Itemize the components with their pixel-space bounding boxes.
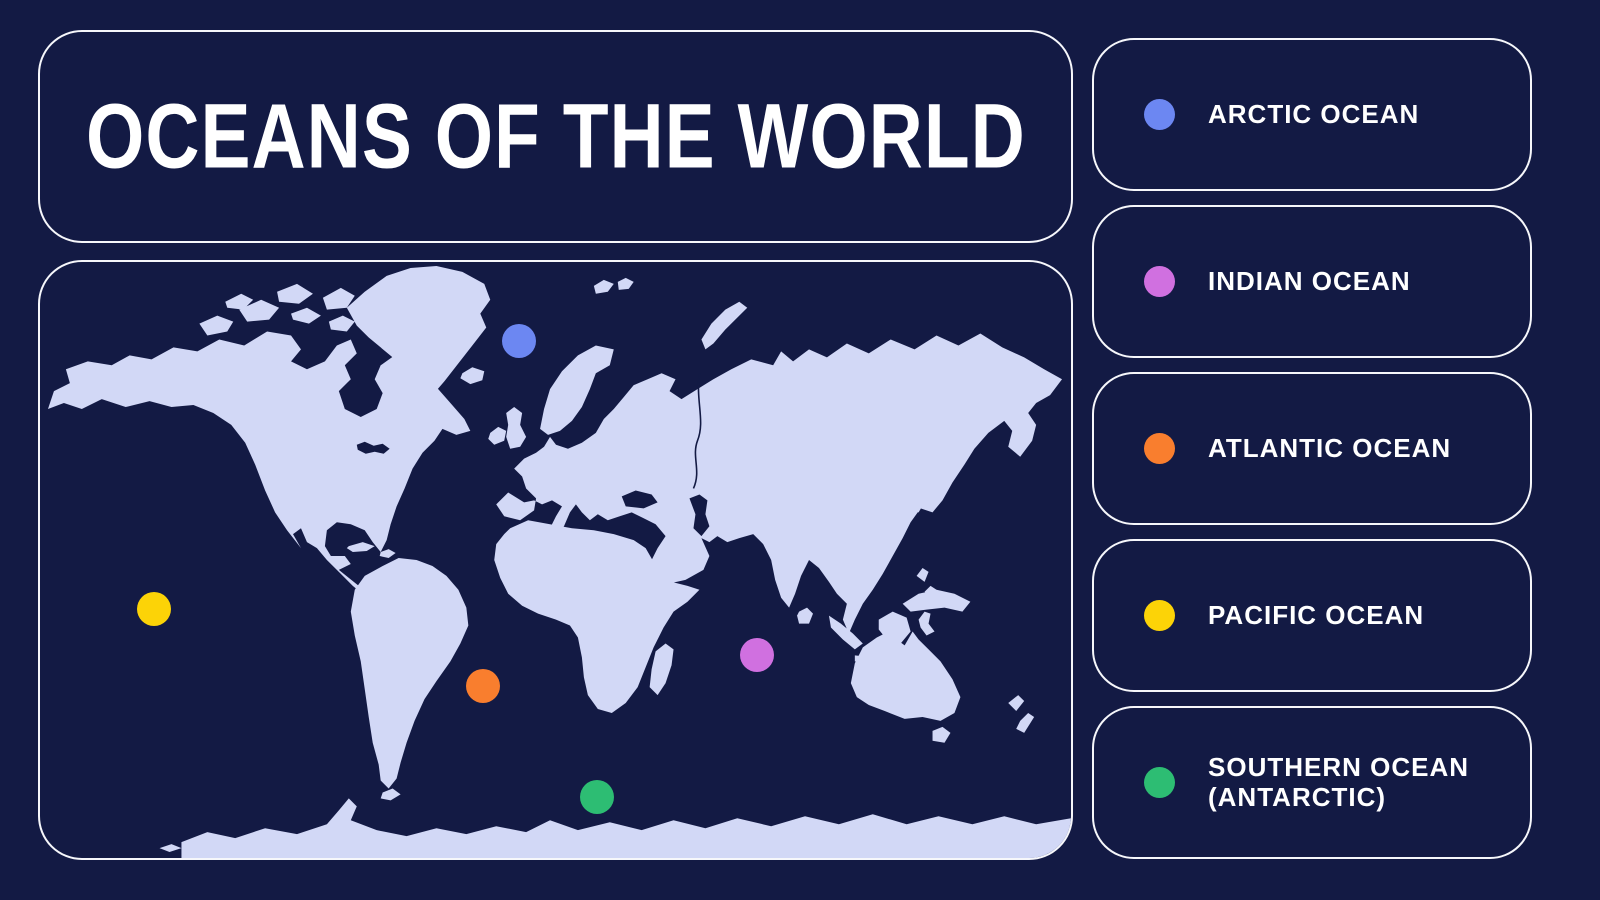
greenland (346, 265, 491, 396)
japan (908, 424, 975, 513)
pacific-ocean-label: PACIFIC OCEAN (1208, 599, 1425, 630)
pacific-ocean-dot (1144, 600, 1175, 631)
sri-lanka (797, 607, 814, 624)
atlantic-ocean-dot (1144, 433, 1175, 464)
continents (47, 265, 1071, 858)
atlantic-ocean-label: ATLANTIC OCEAN (1208, 432, 1452, 463)
continent-antarctica (159, 798, 1071, 858)
arctic-islands (199, 283, 355, 336)
new-zealand (1008, 695, 1035, 733)
map-marker-pacific-ocean (137, 592, 172, 627)
arctic-ocean-label: ARCTIC OCEAN (1208, 98, 1420, 129)
page-title: OCEANS OF THE WORLD (86, 84, 1026, 188)
indian-ocean-label: INDIAN OCEAN (1208, 265, 1411, 296)
great-lakes (356, 441, 390, 454)
tierra-del-fuego (380, 788, 401, 801)
scandinavia (540, 345, 614, 435)
world-map (47, 265, 1071, 858)
black-sea (621, 490, 658, 509)
legend-card-indian-ocean: INDIAN OCEAN (1092, 205, 1532, 358)
map-marker-atlantic-ocean (466, 669, 501, 704)
legend-card-pacific-ocean: PACIFIC OCEAN (1092, 539, 1532, 692)
novaya-zemlya (701, 301, 748, 350)
iceland (460, 367, 485, 385)
europe-asia-boundary-line (692, 373, 702, 489)
inland-seas (356, 441, 710, 537)
indian-ocean-dot (1144, 266, 1175, 297)
arctic-ocean-dot (1144, 99, 1175, 130)
legend-card-arctic-ocean: ARCTIC OCEAN (1092, 38, 1532, 191)
southern-ocean-dot (1144, 767, 1175, 798)
legend-card-southern-ocean: SOUTHERN OCEAN (ANTARCTIC) (1092, 706, 1532, 859)
new-guinea (902, 589, 971, 612)
map-marker-indian-ocean (739, 638, 774, 673)
title-panel: OCEANS OF THE WORLD (38, 30, 1073, 243)
tasmania (932, 726, 951, 743)
continent-eurasia (496, 333, 1063, 634)
caribbean-islands (346, 542, 396, 559)
continent-south-america (350, 558, 469, 789)
ocean-legend: ARCTIC OCEAN INDIAN OCEAN ATLANTIC OCEAN… (1092, 38, 1532, 859)
continent-north-america (47, 331, 471, 604)
svalbard (593, 277, 634, 294)
british-isles (488, 407, 527, 449)
madagascar (649, 643, 674, 696)
southern-ocean-label: SOUTHERN OCEAN (ANTARCTIC) (1208, 751, 1470, 812)
map-marker-southern-ocean (579, 780, 614, 815)
world-map-panel (38, 260, 1073, 860)
caspian-sea (689, 494, 710, 537)
continent-africa (494, 520, 700, 713)
legend-card-atlantic-ocean: ATLANTIC OCEAN (1092, 372, 1532, 525)
map-marker-arctic-ocean (502, 324, 537, 359)
indonesia (828, 567, 937, 666)
continent-australia (850, 631, 961, 721)
